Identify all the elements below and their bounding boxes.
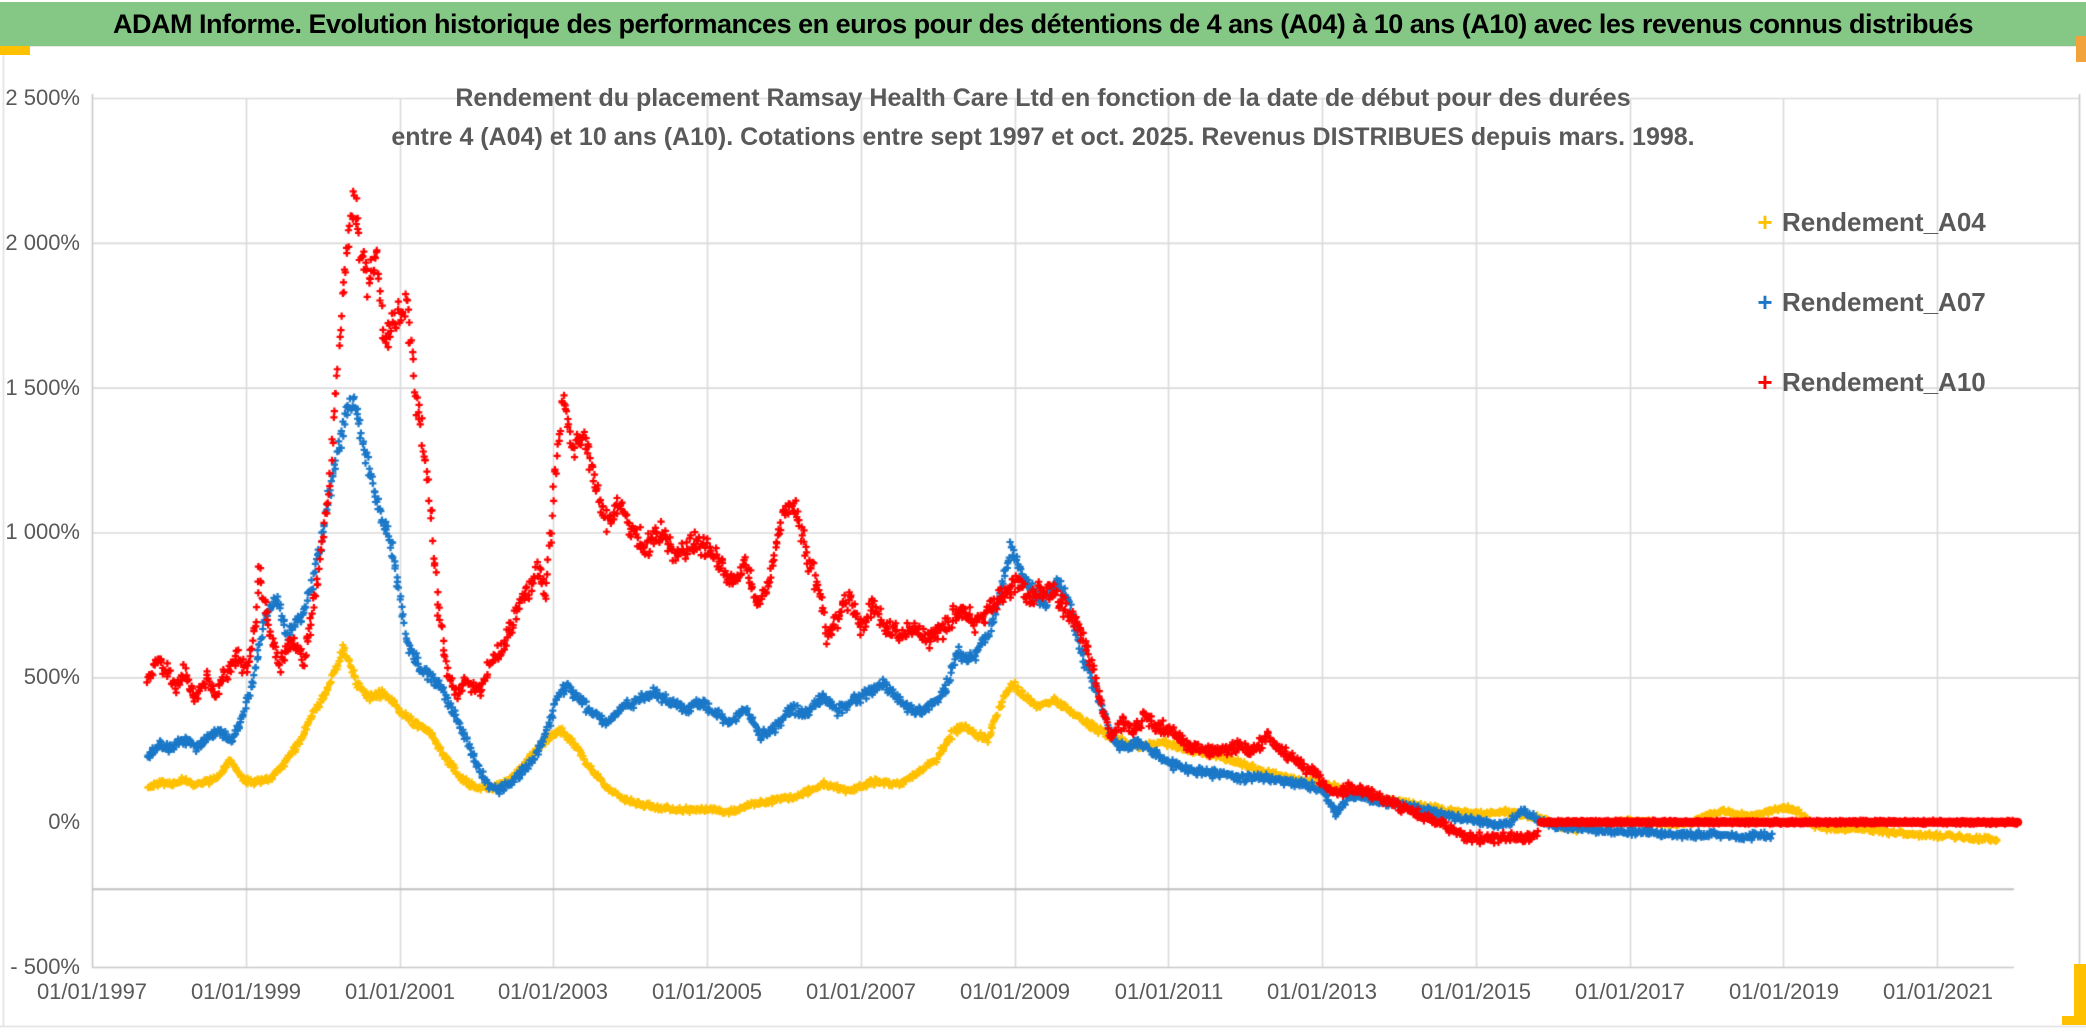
x-tick-label: 01/01/2021 bbox=[1882, 979, 1994, 1004]
chart-title-line1: Rendement du placement Ramsay Health Car… bbox=[455, 84, 1631, 112]
x-tick-label: 01/01/1997 bbox=[36, 979, 148, 1004]
x-tick-label: 01/01/2019 bbox=[1728, 979, 1840, 1004]
x-tick-label: 01/01/1999 bbox=[190, 979, 302, 1004]
accent-top-left bbox=[0, 46, 30, 55]
x-tick-label: 01/01/2013 bbox=[1266, 979, 1378, 1004]
y-tick-label: 2 500% bbox=[5, 85, 80, 110]
legend-label: Rendement_A10 bbox=[1782, 366, 1986, 397]
title-bar: ADAM Informe. Evolution historique des p… bbox=[0, 2, 2086, 47]
plus-marker-icon: + bbox=[1757, 367, 1773, 397]
x-tick-label: 01/01/2009 bbox=[959, 979, 1071, 1004]
legend-item-rendement-a10[interactable]: + Rendement_A10 bbox=[1748, 362, 2068, 402]
legend-item-rendement-a07[interactable]: + Rendement_A07 bbox=[1748, 282, 2068, 322]
y-tick-label: 500% bbox=[23, 664, 80, 689]
accent-bottom-right-foot bbox=[2062, 1016, 2086, 1025]
x-tick-label: 01/01/2005 bbox=[651, 979, 763, 1004]
x-tick-label: 01/01/2015 bbox=[1420, 979, 1532, 1004]
x-tick-label: 01/01/2003 bbox=[497, 979, 609, 1004]
x-tick-label: 01/01/2007 bbox=[805, 979, 917, 1004]
legend-label: Rendement_A07 bbox=[1782, 286, 1986, 317]
legend-item-rendement-a04[interactable]: + Rendement_A04 bbox=[1748, 202, 2068, 242]
x-tick-label: 01/01/2001 bbox=[344, 979, 456, 1004]
x-tick-label: 01/01/2011 bbox=[1114, 979, 1224, 1004]
accent-bottom-right-vertical bbox=[2074, 964, 2086, 1025]
y-tick-label: 1 000% bbox=[5, 519, 80, 544]
y-tick-label: 1 500% bbox=[5, 375, 80, 400]
y-tick-label: - 500% bbox=[10, 954, 80, 979]
plus-marker-icon: + bbox=[1757, 207, 1773, 237]
x-tick-label: 01/01/2017 bbox=[1574, 979, 1686, 1004]
accent-top-right bbox=[2076, 36, 2086, 62]
plus-marker-icon: + bbox=[1757, 287, 1773, 317]
page-title: ADAM Informe. Evolution historique des p… bbox=[112, 8, 1974, 39]
y-tick-label: 2 000% bbox=[5, 230, 80, 255]
chart-title-line2: entre 4 (A04) et 10 ans (A10). Cotations… bbox=[391, 123, 1695, 151]
legend-label: Rendement_A04 bbox=[1782, 206, 1986, 237]
y-tick-label: 0% bbox=[48, 809, 80, 834]
